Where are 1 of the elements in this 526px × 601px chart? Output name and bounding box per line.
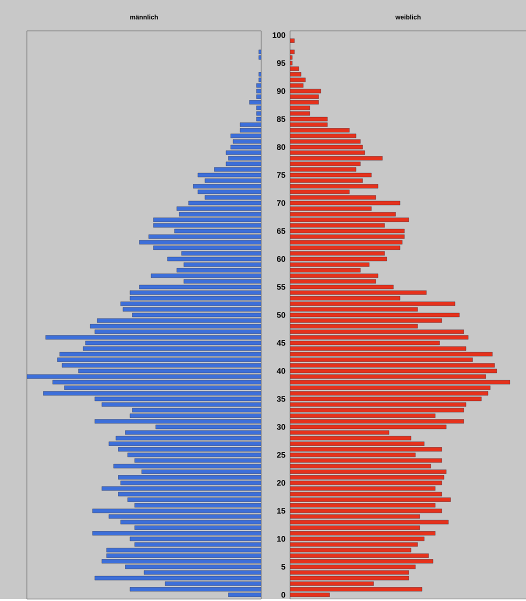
bar [290,38,294,43]
